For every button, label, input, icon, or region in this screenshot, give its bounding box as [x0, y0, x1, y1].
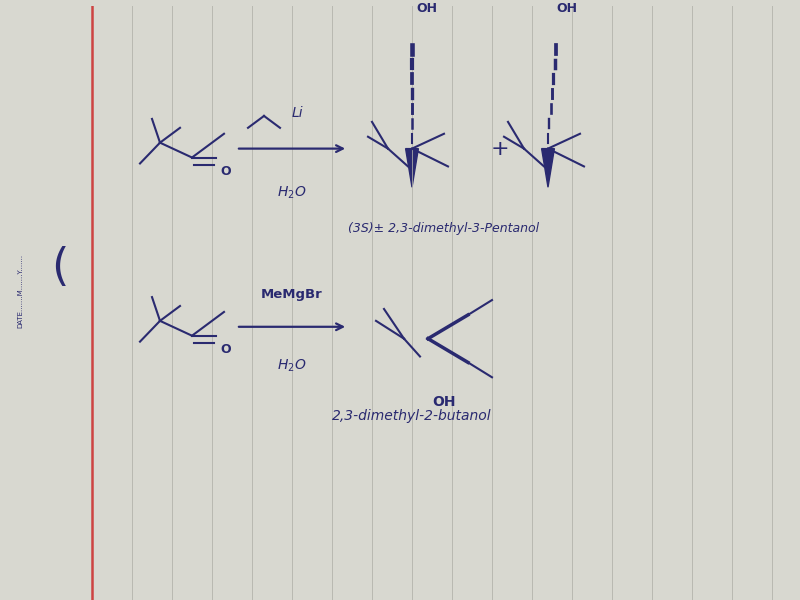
- Text: 2,3-dimethyl-2-butanol: 2,3-dimethyl-2-butanol: [332, 409, 492, 423]
- Text: +: +: [490, 139, 510, 158]
- Text: OH: OH: [556, 2, 577, 15]
- Text: MeMgBr: MeMgBr: [261, 287, 323, 301]
- Text: O: O: [220, 164, 230, 178]
- Text: (: (: [51, 246, 69, 289]
- Text: OH: OH: [416, 2, 437, 15]
- Text: O: O: [220, 343, 230, 356]
- Text: $H_2O$: $H_2O$: [278, 185, 306, 202]
- Text: (3S)± 2,3-dimethyl-3-Pentanol: (3S)± 2,3-dimethyl-3-Pentanol: [348, 222, 539, 235]
- Text: DATE.......M.......Y.......: DATE.......M.......Y.......: [17, 254, 23, 328]
- Text: OH: OH: [432, 395, 456, 409]
- Text: $H_2O$: $H_2O$: [278, 357, 306, 374]
- Text: Li: Li: [292, 106, 304, 120]
- Polygon shape: [542, 149, 554, 187]
- Polygon shape: [406, 149, 418, 187]
